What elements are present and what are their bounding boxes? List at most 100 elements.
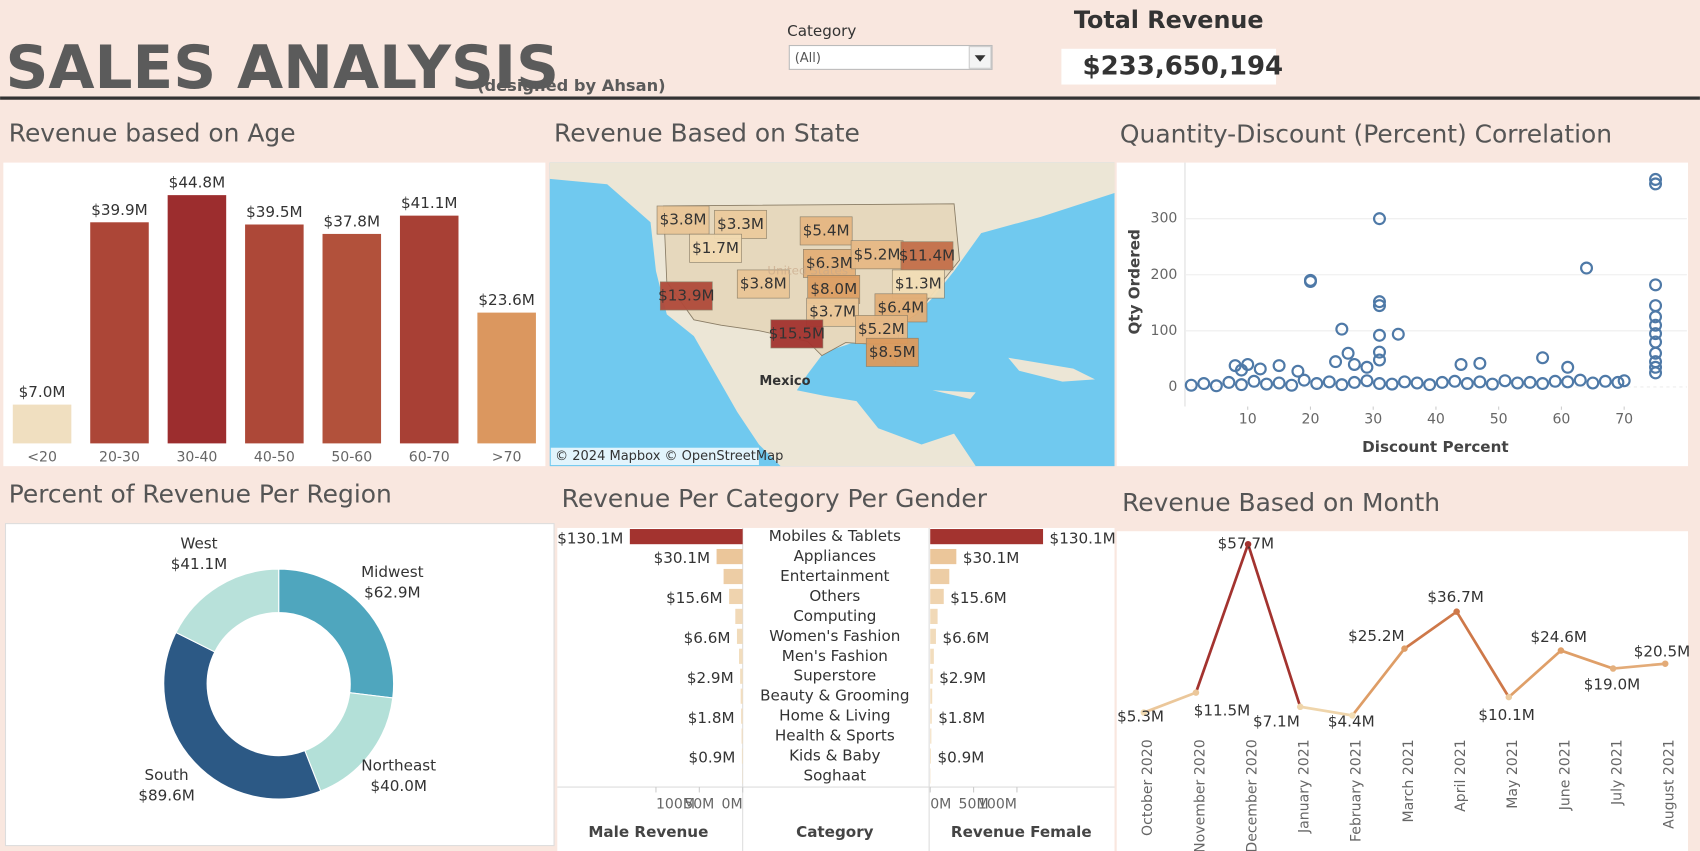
- chart-title: Revenue based on Age: [9, 118, 296, 147]
- point: [1649, 327, 1663, 341]
- point: [1649, 278, 1663, 292]
- x-tick-label: 60-70: [409, 449, 450, 465]
- point: [1372, 377, 1386, 391]
- line-segment: [1611, 662, 1667, 670]
- state-label: $6.4M: [878, 298, 925, 316]
- x-tick-label: June 2021: [1557, 739, 1573, 811]
- panel: [1116, 162, 1688, 467]
- x-tick-label: March 2021: [1401, 739, 1417, 822]
- point: [1649, 177, 1663, 191]
- value-label: $30.1M: [963, 549, 1019, 567]
- value-label: $7.0M: [19, 383, 66, 401]
- dropdown-value: (All): [795, 51, 821, 66]
- point: [1291, 364, 1305, 378]
- x-tick-label: 0M: [722, 796, 743, 812]
- state-region: [900, 241, 954, 271]
- x-tick-label: 50M: [684, 796, 714, 812]
- state-label: $6.3M: [806, 254, 853, 272]
- x-axis-label: Discount Percent: [1362, 438, 1508, 456]
- value-label: $2.9M: [939, 669, 986, 687]
- bar: [735, 608, 743, 624]
- value-label: $0.9M: [689, 749, 736, 767]
- x-tick-label: 40-50: [254, 449, 295, 465]
- chart-title: Revenue Based on State: [554, 118, 860, 147]
- line-segment: [1194, 542, 1250, 694]
- state-region: [736, 269, 790, 299]
- point: [1222, 375, 1236, 389]
- place-label: United States: [767, 264, 848, 278]
- category-label: Superstore: [793, 667, 876, 685]
- value-label: $25.2M: [1348, 627, 1404, 645]
- bar: [930, 529, 1044, 545]
- value-label: $130.1M: [557, 529, 623, 547]
- bar: [930, 648, 934, 664]
- filter-dropdown[interactable]: (All): [788, 44, 993, 70]
- x-tick-label: July 2021: [1609, 739, 1625, 806]
- state-region: [803, 249, 856, 278]
- point: [1272, 359, 1286, 373]
- panel: [1116, 531, 1688, 851]
- value-label: $39.5M: [246, 203, 302, 221]
- point: [1401, 645, 1408, 652]
- point: [1391, 327, 1405, 341]
- chart-title: Quantity-Discount (Percent) Correlation: [1120, 120, 1612, 149]
- axis-title: Category: [796, 823, 874, 841]
- header-divider: [0, 96, 1700, 100]
- point: [1536, 351, 1550, 365]
- value-label: $2.9M: [687, 669, 734, 687]
- x-tick-label: <20: [27, 449, 57, 465]
- point: [1347, 357, 1361, 371]
- value-label: $41.1M: [401, 194, 457, 212]
- state-region: [891, 269, 945, 299]
- category-label: Home & Living: [779, 707, 890, 725]
- point: [1435, 375, 1449, 389]
- point: [1649, 346, 1663, 360]
- bar: [716, 548, 743, 565]
- bar: [930, 628, 936, 644]
- point: [1247, 374, 1261, 388]
- category-label: Kids & Baby: [789, 747, 880, 765]
- point: [1234, 378, 1248, 392]
- slice-value: $89.6M: [138, 787, 194, 805]
- value-label: $4.4M: [1328, 712, 1375, 730]
- axis-title: Revenue Female: [951, 823, 1092, 841]
- state-label: $8.5M: [869, 343, 916, 361]
- point: [1460, 377, 1474, 391]
- x-tick-label: 50M: [959, 796, 989, 812]
- point: [1611, 375, 1625, 389]
- point: [1617, 374, 1631, 388]
- value-label: $0.9M: [938, 749, 985, 767]
- point: [1260, 377, 1274, 391]
- point: [1360, 360, 1374, 374]
- dashboard-subtitle: (designed by Ahsan): [477, 76, 666, 95]
- filter-label: Category: [787, 22, 856, 40]
- map-attribution-box: [550, 447, 759, 466]
- point: [1296, 703, 1304, 711]
- dropdown-box[interactable]: [788, 44, 993, 70]
- category-label: Entertainment: [780, 567, 889, 585]
- bar: [930, 708, 932, 724]
- state-label: $13.9M: [658, 286, 714, 304]
- line-segment: [1298, 705, 1354, 717]
- category-label: Others: [809, 587, 860, 605]
- value-label: $6.6M: [942, 629, 989, 647]
- value-label: $20.5M: [1634, 642, 1690, 660]
- value-label: $6.6M: [684, 629, 731, 647]
- value-label: $39.9M: [91, 201, 147, 219]
- point: [1453, 608, 1460, 615]
- point: [1410, 376, 1424, 390]
- point: [1140, 709, 1148, 716]
- slice-name: South: [145, 766, 189, 784]
- slice-name: West: [180, 535, 217, 553]
- state-label: $3.7M: [809, 303, 856, 321]
- state-label: $5.2M: [854, 245, 901, 263]
- point: [1557, 647, 1565, 654]
- y-tick-label: 300: [1151, 211, 1178, 227]
- point: [1511, 376, 1525, 390]
- value-label: $1.8M: [688, 709, 735, 727]
- value-label: $1.8M: [938, 709, 985, 727]
- point: [1184, 378, 1198, 392]
- y-tick-label: 100: [1151, 323, 1178, 339]
- point: [1649, 318, 1663, 332]
